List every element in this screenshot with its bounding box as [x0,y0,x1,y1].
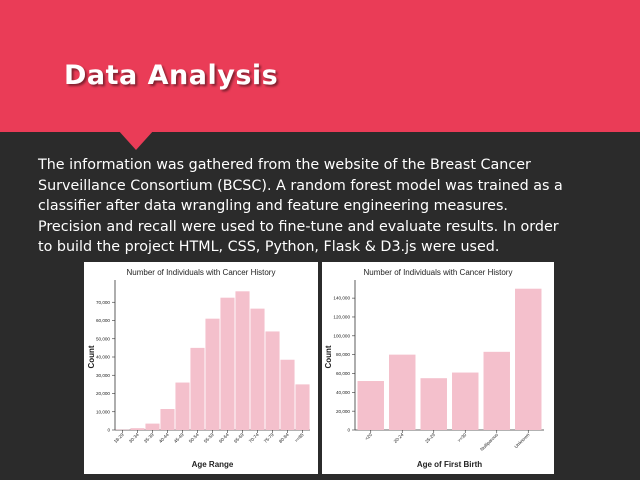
y-tick-label: 40,000 [336,390,350,395]
y-tick-label: 50,000 [96,336,110,341]
bar-65-69 [235,291,250,430]
x-tick-label: 50-54 [188,432,200,444]
x-tick-label: 25-29 [424,432,436,444]
bar-70-74 [250,308,265,430]
x-tick-label: 35-39 [143,432,155,444]
bar--30 [452,372,479,430]
x-tick-label: 75-79 [263,432,275,444]
x-tick-label: 80-84 [278,432,290,444]
y-axis-label: Count [324,345,333,368]
body-line: classifier after data wrangling and feat… [38,198,508,214]
bar--20 [357,381,384,430]
bar-Nulliparous [483,351,510,430]
title-banner [0,0,640,132]
y-tick-label: 120,000 [333,315,350,320]
x-tick-label: >=30 [457,432,468,443]
y-tick-label: 20,000 [336,409,350,414]
body-line: Precision and recall were used to fine-t… [38,218,559,235]
chart-title: Number of Individuals with Cancer Histor… [364,268,513,277]
y-tick-label: 60,000 [96,318,110,323]
slide-title: Data Analysis [64,60,279,91]
bar-60-64 [220,297,235,430]
y-tick-label: 140,000 [333,296,350,301]
y-tick-label: 60,000 [336,371,350,376]
y-tick-label: 20,000 [96,391,110,396]
x-tick-label: Unknown [513,432,530,449]
bar-40-44 [160,409,175,430]
y-tick-label: 70,000 [96,300,110,305]
y-tick-label: 30,000 [96,373,110,378]
bar-50-54 [190,347,205,430]
x-tick-label: 60-64 [218,432,230,444]
banner-arrow [118,130,154,150]
x-tick-label: 55-59 [203,432,215,444]
bar-20-24 [389,354,416,430]
y-tick-label: 80,000 [336,352,350,357]
bar-Unknown [515,288,542,430]
x-tick-label: >=85 [294,432,305,443]
y-tick-label: 0 [107,428,110,433]
y-tick-label: 100,000 [333,333,350,338]
y-tick-label: 40,000 [96,355,110,360]
x-tick-label: 18-29 [113,432,125,444]
x-tick-label: <20 [364,432,373,441]
chart-title: Number of Individuals with Cancer Histor… [127,268,276,277]
y-tick-label: 10,000 [96,409,110,414]
age-range-chart: Number of Individuals with Cancer Histor… [87,268,310,469]
y-tick-label: 0 [347,428,350,433]
bar-30-34 [130,428,145,430]
x-tick-label: Nulliparous [479,432,499,452]
x-tick-label: 30-34 [128,432,140,444]
x-tick-label: 20-24 [393,432,405,444]
first-birth-chart-panel: Number of Individuals with Cancer Histor… [322,262,554,474]
x-tick-label: 45-49 [173,432,185,444]
x-tick-label: 40-44 [158,432,170,444]
age-range-chart-panel: Number of Individuals with Cancer Histor… [84,262,318,474]
bar-75-79 [265,331,280,430]
body-line: to build the project HTML, CSS, Python, … [38,239,500,255]
bar-80-84 [280,359,295,430]
bar-25-29 [420,378,447,430]
x-axis-label: Age of First Birth [417,460,482,469]
body-line: The information was gathered from the we… [38,157,531,173]
bar-35-39 [145,423,160,430]
slide-body-text: The information was gathered from the we… [38,155,618,258]
bar-45-49 [175,382,190,430]
x-axis-label: Age Range [192,460,234,469]
bar--85 [295,384,310,430]
body-line: Surveillance Consortium (BCSC). A random… [38,177,563,194]
y-axis-label: Count [87,345,96,368]
bar-55-59 [205,318,220,430]
first-birth-chart: Number of Individuals with Cancer Histor… [324,268,544,469]
x-tick-label: 70-74 [248,432,260,444]
x-tick-label: 65-69 [233,432,245,444]
